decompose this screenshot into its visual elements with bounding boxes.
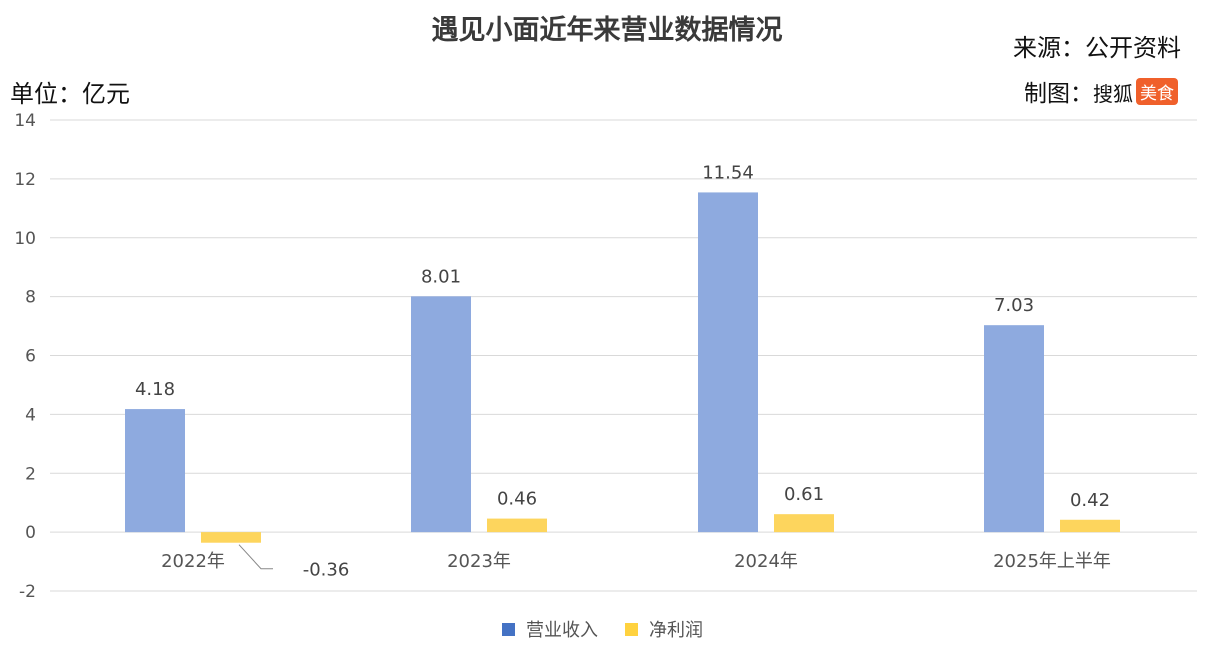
data-label: 8.01 (421, 266, 461, 287)
leader-line (238, 544, 273, 570)
profit-bar (774, 514, 834, 533)
data-label: 7.03 (994, 295, 1034, 316)
y-tick-label: 4 (25, 405, 36, 425)
legend-label: 净利润 (649, 620, 703, 641)
y-tick-label: 14 (14, 111, 36, 131)
chart-title: 遇见小面近年来营业数据情况 (431, 15, 783, 46)
profit-bar (1060, 519, 1120, 533)
profit-bar (201, 532, 261, 543)
y-tick-label: 12 (14, 170, 36, 190)
revenue-bar (984, 325, 1044, 533)
data-label: -0.36 (303, 560, 350, 581)
y-tick-label: -2 (19, 582, 36, 602)
source-label: 来源：公开资料 (1013, 34, 1181, 62)
y-tick-label: 0 (25, 523, 36, 543)
y-tick-label: 10 (14, 229, 36, 249)
unit-label: 单位：亿元 (10, 80, 130, 108)
credit-brand: 搜狐 (1093, 82, 1133, 106)
revenue-bar (411, 296, 471, 533)
y-tick-label: 6 (25, 347, 36, 367)
profit-bar (487, 518, 547, 533)
category-label: 2023年 (447, 551, 511, 572)
credit-prefix: 制图： (1024, 81, 1093, 107)
credit-badge: 美食 (1136, 78, 1178, 105)
legend-swatch (502, 623, 515, 636)
data-label: 0.61 (784, 484, 824, 505)
category-label: 2022年 (161, 551, 225, 572)
data-label: 4.18 (135, 379, 175, 400)
y-tick-label: 2 (25, 464, 36, 484)
data-label: 11.54 (702, 162, 754, 183)
y-tick-label: 8 (25, 288, 36, 308)
category-label: 2025年上半年 (993, 551, 1111, 572)
data-label: 0.46 (497, 489, 537, 510)
data-label: 0.42 (1070, 490, 1110, 511)
credit-label: 制图：搜狐 美食 (1024, 74, 1178, 108)
revenue-bar (698, 192, 758, 533)
category-label: 2024年 (734, 551, 798, 572)
revenue-bar (125, 409, 185, 533)
legend-label: 营业收入 (526, 620, 598, 641)
legend-swatch (625, 623, 638, 636)
